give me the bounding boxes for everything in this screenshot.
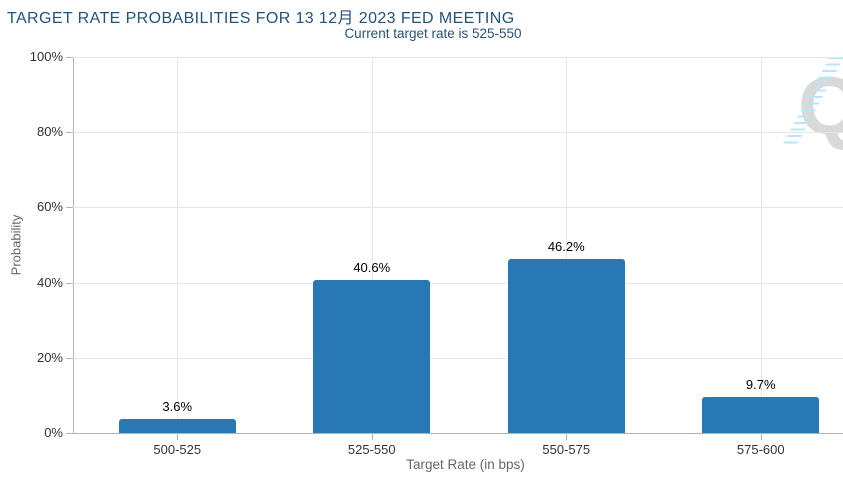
x-axis-line xyxy=(73,433,843,434)
bar[interactable] xyxy=(313,280,431,433)
bar-value-label: 9.7% xyxy=(745,376,776,392)
y-axis-tick-label: 0% xyxy=(44,425,63,440)
x-axis-tick-label: 575-600 xyxy=(736,442,785,457)
y-axis-tick xyxy=(66,282,73,284)
x-axis-title: Target Rate (in bps) xyxy=(406,457,525,472)
y-axis-tick-label: 100% xyxy=(29,49,63,64)
x-axis-tick-label: 500-525 xyxy=(153,442,202,457)
y-axis-line xyxy=(73,57,74,434)
gridline-vertical xyxy=(760,57,762,433)
bar-value-label: 40.6% xyxy=(353,260,391,276)
x-axis-tick xyxy=(760,434,762,440)
gridline-vertical xyxy=(566,57,568,433)
bar-value-label: 46.2% xyxy=(547,239,585,255)
gridline-horizontal xyxy=(73,132,843,134)
plot-area: 0% 20% 40% 60% 80% 100% 3.6% 500-525 40.6% 525-55… xyxy=(30,50,843,457)
y-axis-tick-label: 60% xyxy=(36,199,63,215)
x-axis-tick xyxy=(371,434,373,440)
x-axis-tick-label: 525-550 xyxy=(347,442,396,457)
gridline-horizontal xyxy=(73,207,843,209)
bar[interactable] xyxy=(118,419,236,433)
y-axis-tick-label: 80% xyxy=(36,124,63,140)
y-axis-tick-label: 40% xyxy=(36,274,63,290)
y-axis-tick xyxy=(66,57,73,58)
x-axis-tick xyxy=(177,434,179,440)
gridline-horizontal xyxy=(73,282,843,284)
gridline-horizontal xyxy=(73,57,843,58)
bar-value-label: 3.6% xyxy=(162,399,193,415)
bar[interactable] xyxy=(702,396,820,433)
chart-title: TARGET RATE PROBABILITIES FOR 13 12月 202… xyxy=(7,10,515,27)
y-axis-tick xyxy=(66,132,73,134)
y-axis-tick xyxy=(66,433,73,434)
y-axis-tick xyxy=(66,207,73,209)
y-axis-tick-label: 20% xyxy=(36,349,63,365)
gridline-vertical xyxy=(177,57,179,433)
x-axis-tick xyxy=(566,434,568,440)
y-axis-tick xyxy=(66,357,73,359)
x-axis-tick-label: 550-575 xyxy=(542,442,591,457)
y-axis-title: Probability xyxy=(8,214,24,276)
gridline-horizontal xyxy=(73,357,843,359)
bar[interactable] xyxy=(507,259,625,433)
gridline-vertical xyxy=(371,57,373,433)
chart-subtitle: Current target rate is 525-550 xyxy=(344,26,522,41)
